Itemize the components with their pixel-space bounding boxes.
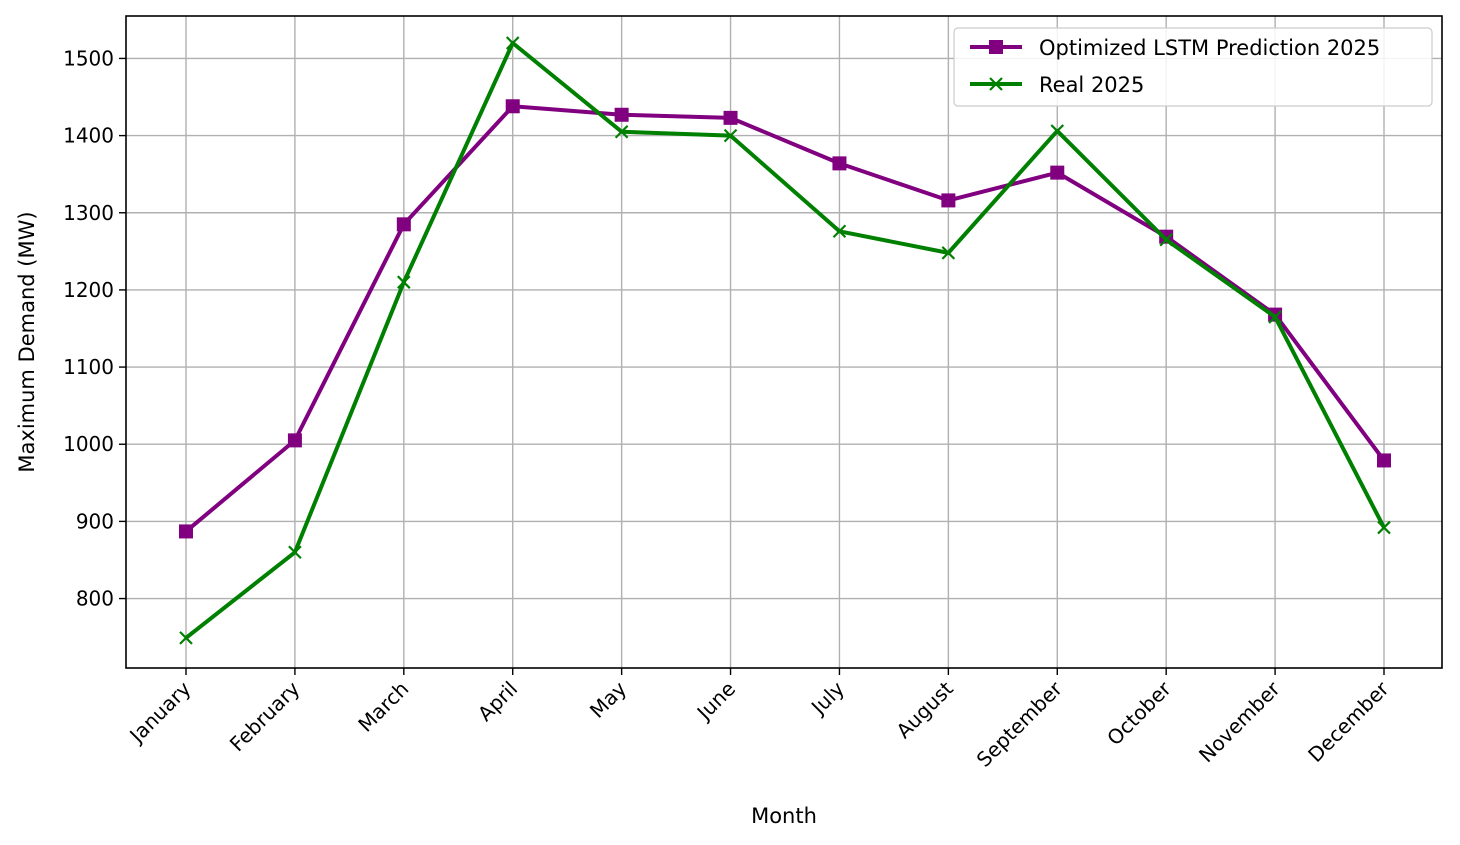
data-point-0-june [723,110,738,125]
x-tick-label-july: July [805,676,849,720]
data-point-1-june [723,128,738,143]
legend-entry-real: Real 2025 [970,73,1144,97]
legend-frame [953,27,1433,107]
y-tick-label: 1000 [63,432,114,456]
y-tick-label: 800 [76,587,114,611]
data-point-0-august [941,193,956,208]
data-point-0-may [614,107,629,122]
y-tick-label: 1400 [63,124,114,148]
legend-marker-symbol [989,77,1003,91]
x-tick-label-june: June [691,677,740,726]
y-tick-label: 1200 [63,278,114,302]
y-axis-label: Maximum Demand (MW) [15,211,39,472]
data-point-0-january [179,524,193,539]
y-tick-label: 1500 [63,46,114,70]
x-tick-label-march: March [353,677,413,737]
y-tick-label: 1100 [63,355,114,379]
x-tick-label-september: September [972,676,1068,772]
series-line-optimized-lstm-prediction-2025 [184,104,1386,533]
data-point-0-december [1377,453,1391,468]
data-point-1-may [614,124,629,139]
series-lines [179,36,1391,645]
legend-marker-prediction [989,40,1003,54]
data-point-0-april [505,99,520,114]
plot-area [125,15,1443,669]
data-point-1-april [505,36,520,50]
data-point-1-july [832,224,847,239]
data-point-0-february [287,433,302,448]
series-real-2025 [179,36,1391,645]
grid-lines [126,16,1442,668]
data-point-1-december [1377,520,1391,535]
x-tick-label-april: April [473,677,522,726]
legend-label-real: Real 2025 [1039,73,1144,97]
x-tick-label-may: May [585,676,631,722]
data-point-0-july [832,156,847,171]
legend-marker-real [989,77,1003,91]
series-line-real-2025 [184,41,1386,640]
x-tick-label-november: November [1194,676,1285,767]
x-axis-label: Month [751,804,817,828]
legend: Optimized LSTM Prediction 2025 Real 2025 [953,27,1433,107]
legend-marker-symbol [989,40,1003,54]
y-tick-label: 900 [76,509,114,533]
data-point-1-november [1268,310,1282,324]
legend-label-prediction: Optimized LSTM Prediction 2025 [1039,36,1380,60]
y-axis: 800 900 1000 1100 1200 1300 1400 1500 [63,46,126,611]
data-point-1-february [288,545,302,560]
x-axis: January February March April May June July Augu… [124,668,1394,772]
data-point-0-march [396,217,411,232]
x-tick-label-february: February [225,676,305,756]
x-tick-label-january: January [124,676,196,748]
data-point-1-october [1159,232,1173,247]
x-tick-label-august: August [891,676,958,743]
data-point-1-september [1050,124,1065,138]
y-tick-label: 1300 [63,201,114,225]
x-tick-label-october: October [1102,676,1176,750]
data-point-1-january [179,631,193,645]
series-optimized-lstm-prediction-2025 [179,99,1391,539]
data-point-1-march [397,275,411,289]
legend-entry-prediction: Optimized LSTM Prediction 2025 [970,36,1380,60]
x-tick-label-december: December [1303,676,1394,767]
data-point-0-september [1050,165,1065,180]
data-point-1-august [941,246,956,260]
